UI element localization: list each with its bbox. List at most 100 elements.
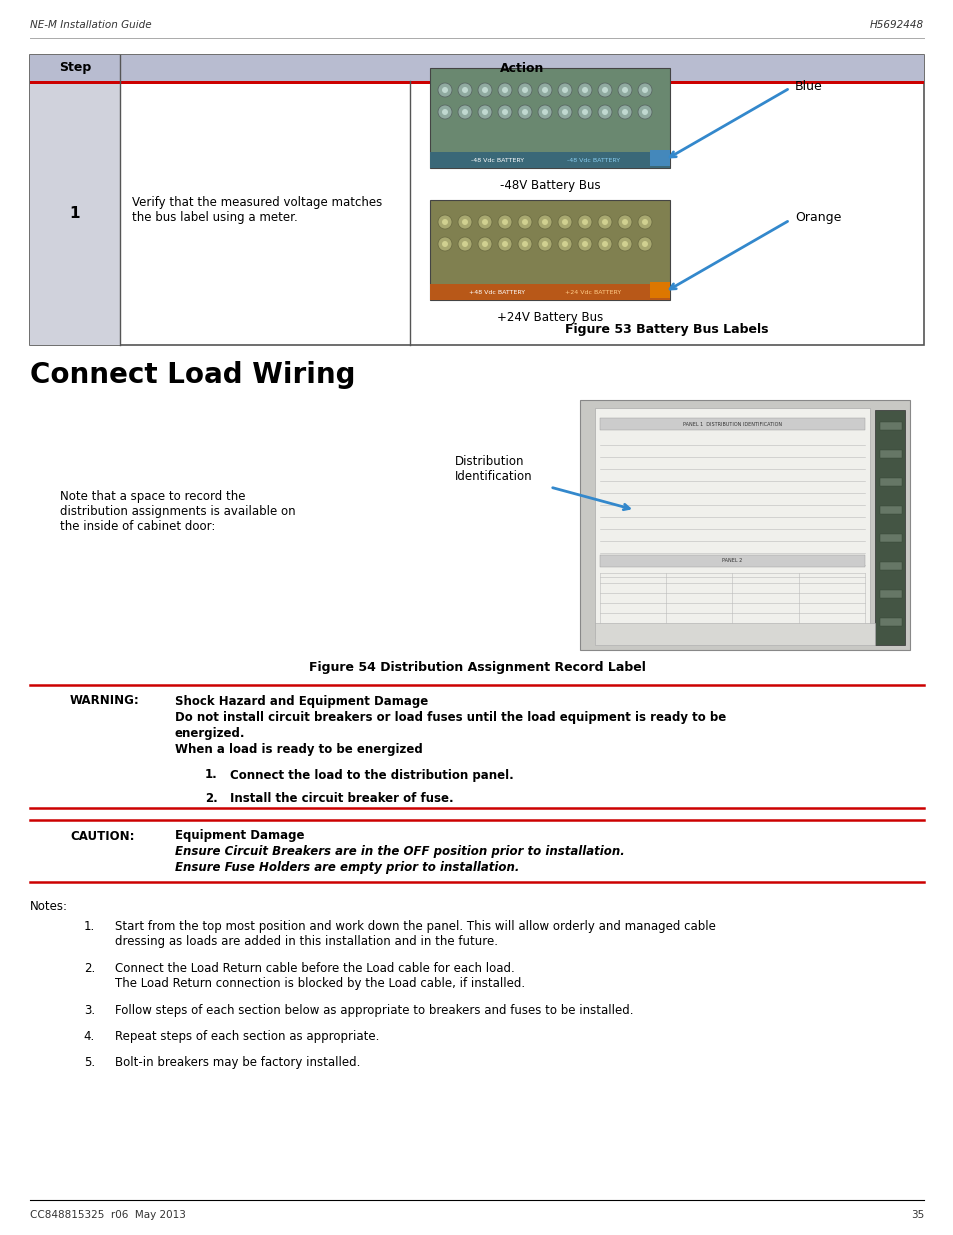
Text: Connect the load to the distribution panel.: Connect the load to the distribution pan… (230, 768, 514, 782)
Circle shape (497, 237, 512, 251)
Circle shape (461, 241, 468, 247)
Circle shape (517, 83, 532, 98)
Text: 4.: 4. (84, 1030, 95, 1044)
Circle shape (477, 83, 492, 98)
Text: Blue: Blue (794, 79, 821, 93)
Bar (430, 284, 669, 300)
Text: Connect Load Wiring: Connect Load Wiring (30, 361, 355, 389)
Circle shape (641, 109, 647, 115)
Text: 3.: 3. (84, 1004, 95, 1016)
Circle shape (621, 109, 627, 115)
Text: Do not install circuit breakers or load fuses until the load equipment is ready : Do not install circuit breakers or load … (174, 710, 725, 724)
Circle shape (578, 237, 592, 251)
Text: Repeat steps of each section as appropriate.: Repeat steps of each section as appropri… (115, 1030, 379, 1044)
Circle shape (561, 86, 567, 93)
Bar (879, 590, 901, 598)
Circle shape (578, 105, 592, 119)
Circle shape (457, 237, 472, 251)
Circle shape (457, 105, 472, 119)
Text: Equipment Damage: Equipment Damage (174, 830, 304, 842)
Text: Start from the top most position and work down the panel. This will allow orderl: Start from the top most position and wor… (115, 920, 715, 948)
Circle shape (521, 219, 527, 225)
Circle shape (561, 109, 567, 115)
Text: 2.: 2. (84, 962, 95, 974)
Text: 1.: 1. (84, 920, 95, 932)
Text: WARNING:: WARNING: (70, 694, 139, 708)
Text: When a load is ready to be energized: When a load is ready to be energized (174, 742, 422, 756)
Text: NE-M Installation Guide: NE-M Installation Guide (30, 20, 152, 30)
Bar (30, 82, 923, 84)
Text: -48V Battery Bus: -48V Battery Bus (499, 179, 599, 193)
Bar (599, 555, 864, 567)
Text: Ensure Fuse Holders are empty prior to installation.: Ensure Fuse Holders are empty prior to i… (174, 862, 518, 874)
Bar (879, 534, 901, 542)
Circle shape (638, 83, 651, 98)
Circle shape (481, 109, 488, 115)
Circle shape (541, 86, 547, 93)
Text: PANEL 1  DISTRIBUTION IDENTIFICATION: PANEL 1 DISTRIBUTION IDENTIFICATION (682, 421, 781, 426)
Circle shape (558, 237, 572, 251)
Text: 5.: 5. (84, 1056, 95, 1070)
Text: H5692448: H5692448 (869, 20, 923, 30)
Circle shape (578, 83, 592, 98)
Circle shape (441, 241, 448, 247)
Bar (30, 82, 120, 345)
Bar (599, 417, 864, 430)
Text: 35: 35 (910, 1210, 923, 1220)
Circle shape (517, 105, 532, 119)
Circle shape (441, 109, 448, 115)
Circle shape (621, 241, 627, 247)
Bar (879, 478, 901, 487)
Bar (879, 618, 901, 626)
Text: +24V Battery Bus: +24V Battery Bus (497, 311, 602, 325)
Text: Shock Hazard and Equipment Damage: Shock Hazard and Equipment Damage (174, 694, 428, 708)
Circle shape (641, 241, 647, 247)
Text: Bolt-in breakers may be factory installed.: Bolt-in breakers may be factory installe… (115, 1056, 360, 1070)
Circle shape (497, 215, 512, 228)
Circle shape (541, 219, 547, 225)
Circle shape (501, 219, 507, 225)
Circle shape (517, 237, 532, 251)
Circle shape (541, 109, 547, 115)
Bar (30, 56, 923, 82)
Circle shape (598, 83, 612, 98)
Text: Notes:: Notes: (30, 900, 68, 913)
Circle shape (457, 215, 472, 228)
Circle shape (521, 241, 527, 247)
Circle shape (561, 241, 567, 247)
Text: Action: Action (499, 62, 543, 74)
Circle shape (641, 219, 647, 225)
Circle shape (437, 215, 452, 228)
Text: Install the circuit breaker of fuse.: Install the circuit breaker of fuse. (230, 793, 453, 805)
Text: energized.: energized. (174, 726, 245, 740)
Bar (649, 149, 669, 165)
Circle shape (558, 215, 572, 228)
Circle shape (621, 86, 627, 93)
Circle shape (618, 83, 631, 98)
Bar (595, 622, 874, 645)
Circle shape (598, 105, 612, 119)
Circle shape (437, 83, 452, 98)
Bar (879, 450, 901, 458)
Circle shape (501, 86, 507, 93)
Text: 1.: 1. (205, 768, 217, 782)
Circle shape (601, 109, 607, 115)
Circle shape (497, 83, 512, 98)
Text: CC848815325  r06  May 2013: CC848815325 r06 May 2013 (30, 1210, 186, 1220)
Text: 2.: 2. (205, 793, 217, 805)
Circle shape (537, 237, 552, 251)
Circle shape (521, 109, 527, 115)
Text: Distribution
Identification: Distribution Identification (455, 454, 532, 483)
Circle shape (537, 105, 552, 119)
Bar (649, 282, 669, 298)
Circle shape (641, 86, 647, 93)
Circle shape (537, 83, 552, 98)
Bar (430, 68, 669, 168)
Text: Step: Step (59, 62, 91, 74)
Circle shape (537, 215, 552, 228)
Bar (595, 408, 869, 638)
Circle shape (581, 241, 587, 247)
Text: Figure 54 Distribution Assignment Record Label: Figure 54 Distribution Assignment Record… (308, 662, 645, 674)
Text: PANEL 2: PANEL 2 (721, 558, 741, 563)
Text: Connect the Load Return cable before the Load cable for each load.
The Load Retu: Connect the Load Return cable before the… (115, 962, 524, 990)
